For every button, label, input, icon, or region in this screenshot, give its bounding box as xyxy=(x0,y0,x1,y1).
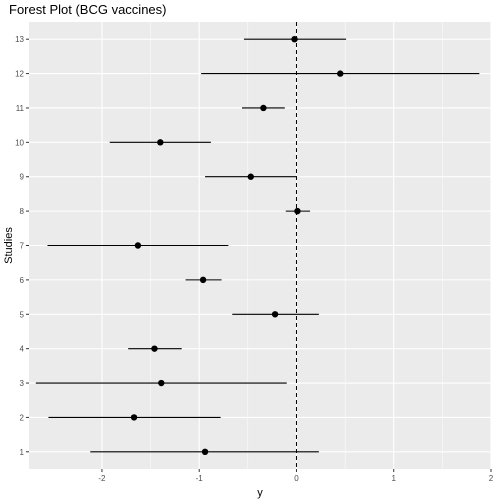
y-tick-label: 9 xyxy=(20,173,25,182)
y-tick-label: 2 xyxy=(20,413,25,422)
chart-title: Forest Plot (BCG vaccines) xyxy=(9,2,167,17)
data-point xyxy=(158,379,165,387)
y-tick-label: 13 xyxy=(15,35,24,44)
y-tick-label: 8 xyxy=(20,207,25,216)
y-tick-label: 4 xyxy=(20,345,25,354)
data-point xyxy=(294,207,301,215)
y-tick-label: 7 xyxy=(20,242,25,251)
data-point xyxy=(201,448,209,456)
x-axis: -2 -1 0 1 2 xyxy=(98,469,494,483)
y-tick-label: 11 xyxy=(16,104,25,113)
x-tick-label: 0 xyxy=(294,474,299,483)
y-tick-label: 10 xyxy=(15,138,24,147)
x-axis-title: y xyxy=(257,487,263,499)
data-point xyxy=(291,35,298,43)
y-tick-label: 1 xyxy=(20,448,25,457)
data-point xyxy=(157,139,164,146)
x-tick-label: 1 xyxy=(392,474,397,483)
data-point xyxy=(260,104,267,112)
data-point xyxy=(130,414,138,421)
data-layer xyxy=(35,35,480,456)
data-point xyxy=(134,242,142,249)
x-tick-label: -1 xyxy=(196,474,204,483)
data-point xyxy=(337,70,344,77)
x-tick-label: 2 xyxy=(489,474,494,483)
y-tick-label: 6 xyxy=(20,276,25,285)
x-tick-label: -2 xyxy=(98,474,106,483)
y-tick-label: 12 xyxy=(15,70,24,79)
y-tick-label: 3 xyxy=(20,379,25,388)
data-point xyxy=(199,276,207,284)
data-point xyxy=(247,173,254,180)
data-point xyxy=(271,311,279,318)
y-axis-title: Studies xyxy=(3,227,15,264)
y-tick-label: 5 xyxy=(20,310,25,319)
data-point xyxy=(151,345,158,352)
